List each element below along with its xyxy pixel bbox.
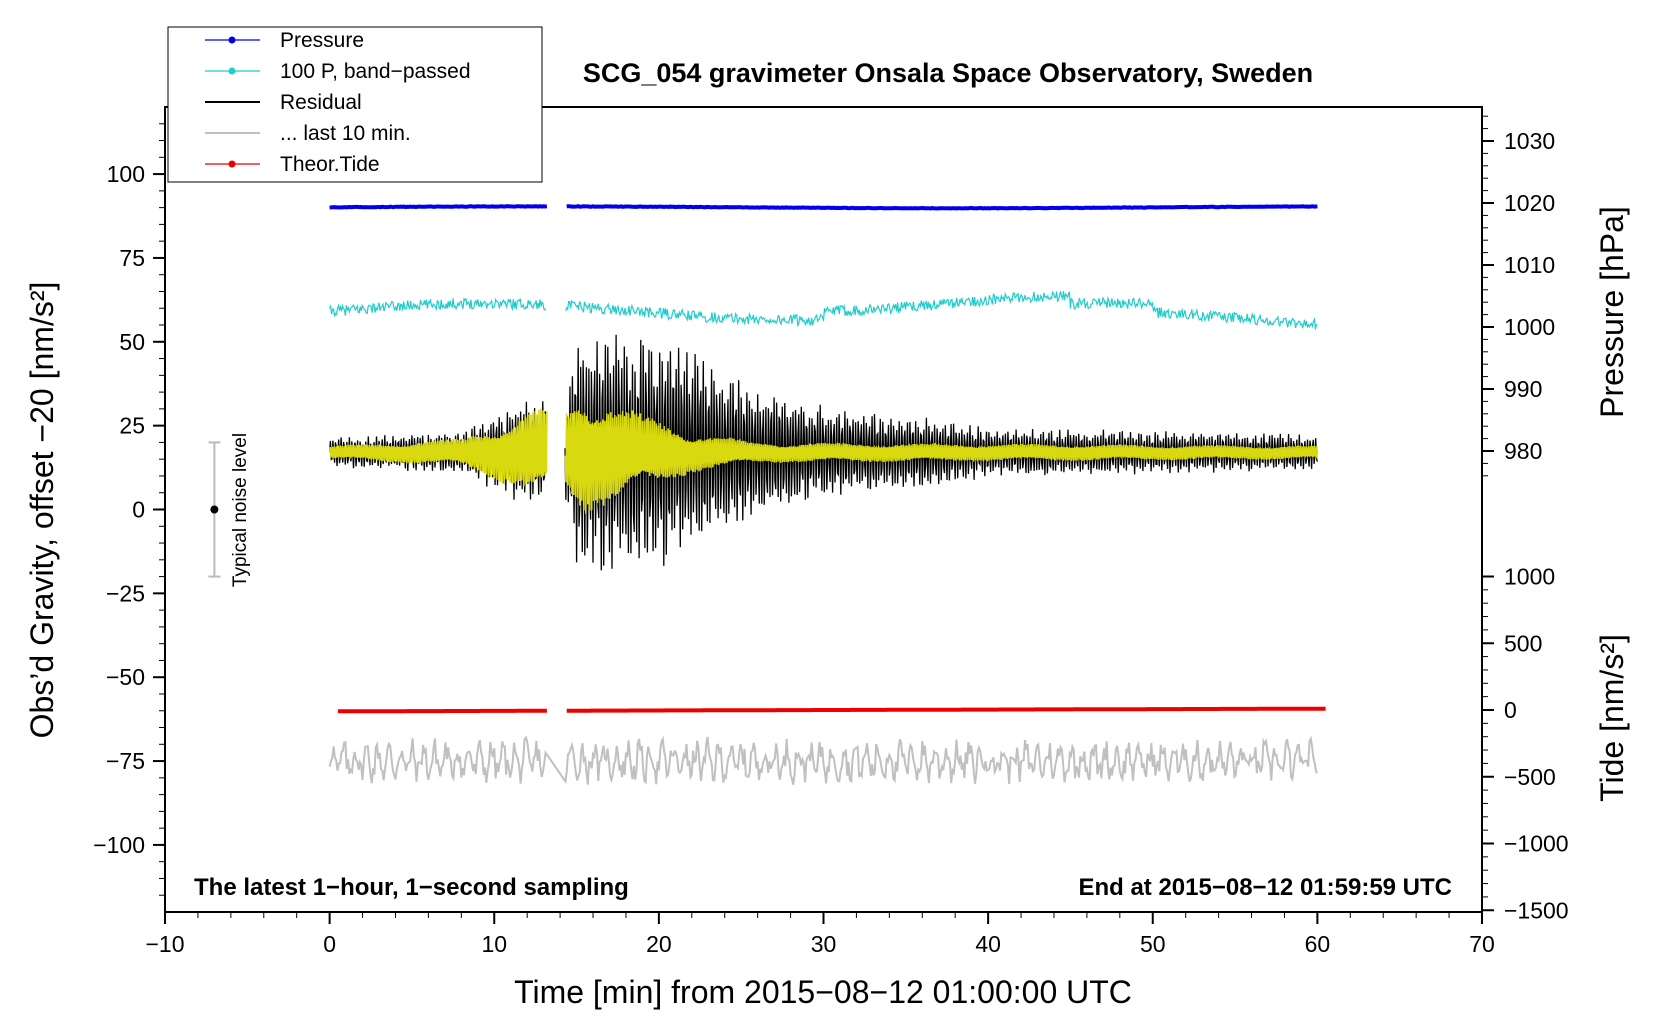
legend-marker (228, 67, 236, 75)
y-tick-label-left: −25 (106, 580, 145, 606)
legend-label: Pressure (280, 29, 364, 52)
x-tick-label: 70 (1469, 931, 1495, 957)
series-yellow-trace (328, 408, 1319, 514)
y-axis-title-left: Obs’d Gravity, offset −20 [nm/s²] (24, 282, 60, 739)
y-tick-label-left: 25 (119, 413, 145, 439)
series-theor-tide (337, 706, 1326, 714)
series-pressure (329, 204, 1318, 211)
pressure-tick-label: 990 (1504, 376, 1542, 402)
x-tick-label: 60 (1305, 931, 1331, 957)
chart-title: SCG_054 gravimeter Onsala Space Observat… (583, 58, 1313, 88)
y-tick-label-left: −100 (93, 832, 145, 858)
tide-tick-label: −1000 (1504, 831, 1569, 857)
legend-box (167, 26, 543, 183)
x-tick-label: 10 (481, 931, 507, 957)
axes-layer: −10 0 10 20 30 40 50 60 701007550250−25−50−75−10… (93, 115, 1569, 957)
pressure-tick-label: 1030 (1504, 128, 1555, 154)
legend-items: Pressure 100 P, band−passed Residual ... la… (205, 29, 471, 176)
pressure-tick-label: 1000 (1504, 314, 1555, 340)
y-tick-label-left: −50 (106, 664, 145, 690)
legend: Pressure 100 P, band−passed Residual ... la… (167, 26, 543, 183)
y-tick-label-left: 50 (119, 329, 145, 355)
legend-marker (228, 36, 236, 44)
legend-label: 100 P, band−passed (280, 60, 471, 83)
series-band-passed-pressure (329, 290, 1318, 330)
corner-annotation-right: End at 2015−08−12 01:59:59 UTC (1078, 874, 1452, 901)
y-tick-label-left: −75 (106, 748, 145, 774)
plot-frame (164, 106, 1483, 913)
pressure-tick-label: 1010 (1504, 252, 1555, 278)
pressure-tick-label: 1020 (1504, 190, 1555, 216)
legend-label: Theor.Tide (280, 153, 380, 176)
y-tick-label-left: 0 (132, 497, 145, 523)
x-tick-label: 50 (1140, 931, 1166, 957)
tide-tick-label: 500 (1504, 630, 1542, 656)
x-tick-label: 30 (811, 931, 837, 957)
x-tick-label: 20 (646, 931, 672, 957)
x-tick-label: 40 (975, 931, 1001, 957)
pressure-tick-label: 980 (1504, 438, 1542, 464)
y-tick-label-left: 75 (119, 245, 145, 271)
tide-tick-label: −500 (1504, 764, 1556, 790)
tide-tick-label: 0 (1504, 697, 1517, 723)
tide-tick-label: 1000 (1504, 564, 1555, 590)
legend-label: Residual (280, 91, 362, 114)
y-tick-label-left: 100 (107, 161, 145, 187)
series-last-10-min (328, 735, 1319, 785)
x-tick-label: 0 (323, 931, 336, 957)
x-tick-label: −10 (145, 931, 184, 957)
legend-marker (228, 160, 236, 168)
noise-bar-center-dot (210, 505, 219, 514)
noise-level-label: Typical noise level (230, 433, 251, 587)
tide-tick-label: −1500 (1504, 897, 1569, 923)
legend-label: ... last 10 min. (280, 122, 411, 145)
x-axis-title: Time [min] from 2015−08−12 01:00:00 UTC (514, 974, 1132, 1010)
y-axis-title-pressure: Pressure [hPa] (1594, 206, 1630, 418)
corner-annotation-left: The latest 1−hour, 1−second sampling (194, 874, 629, 901)
series-layer (208, 204, 1326, 785)
y-axis-title-tide: Tide [nm/s²] (1594, 634, 1630, 802)
